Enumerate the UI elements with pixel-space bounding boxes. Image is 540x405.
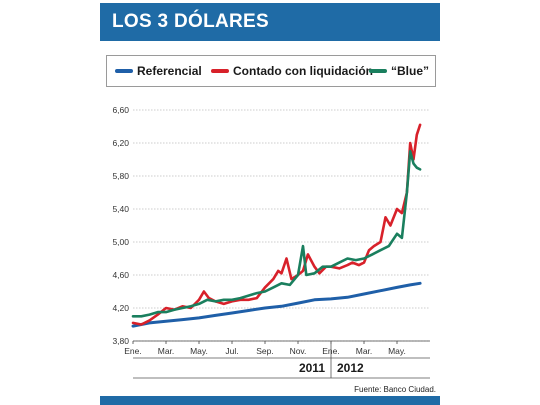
legend-item-blue: “Blue” <box>369 64 429 78</box>
source-note: Fuente: Banco Ciudad. <box>354 385 436 394</box>
x-tick-label: May. <box>388 346 406 356</box>
series-line-blue <box>131 150 422 318</box>
line-chart: 3,80 4,20 4,60 5,00 5,40 5,80 6,20 6,60 Ene. Mar.… <box>112 105 430 379</box>
y-tick-label: 3,80 <box>112 336 129 346</box>
legend: Referencial Contado con liquidación “Blu… <box>106 55 436 87</box>
x-tick-label: Mar. <box>158 346 175 356</box>
x-tick-label: Sep. <box>256 346 274 356</box>
year-label: 2012 <box>337 361 364 375</box>
y-tick-label: 4,20 <box>112 303 129 313</box>
x-tick-label: Jul. <box>225 346 238 356</box>
x-tick-label: May. <box>190 346 208 356</box>
legend-label-contado: Contado con liquidación <box>233 64 373 78</box>
header-bar: LOS 3 DÓLARES <box>100 3 440 41</box>
y-tick-label: 4,60 <box>112 270 129 280</box>
year-label: 2011 <box>299 361 325 375</box>
footer-bar <box>100 396 440 405</box>
y-tick-label: 5,00 <box>112 237 129 247</box>
legend-swatch-contado <box>211 69 229 73</box>
x-tick-label: Mar. <box>356 346 373 356</box>
y-tick-label: 6,20 <box>112 138 129 148</box>
series-line-contado <box>131 123 422 326</box>
x-tick-label: Ene. <box>124 346 142 356</box>
y-tick-label: 5,40 <box>112 204 129 214</box>
legend-item-referencial: Referencial <box>115 64 202 78</box>
legend-label-referencial: Referencial <box>137 64 202 78</box>
x-tick-label: Nov. <box>290 346 307 356</box>
legend-swatch-referencial <box>115 69 133 73</box>
legend-item-contado: Contado con liquidación <box>211 64 373 78</box>
chart-area: 3,80 4,20 4,60 5,00 5,40 5,80 6,20 6,60 Ene. Mar.… <box>100 95 440 385</box>
y-tick-label: 6,60 <box>112 105 129 115</box>
legend-label-blue: “Blue” <box>391 64 430 78</box>
series-line-referencial <box>131 281 422 328</box>
y-tick-label: 5,80 <box>112 171 129 181</box>
chart-title: LOS 3 DÓLARES <box>112 11 269 32</box>
legend-swatch-blue <box>369 69 387 73</box>
